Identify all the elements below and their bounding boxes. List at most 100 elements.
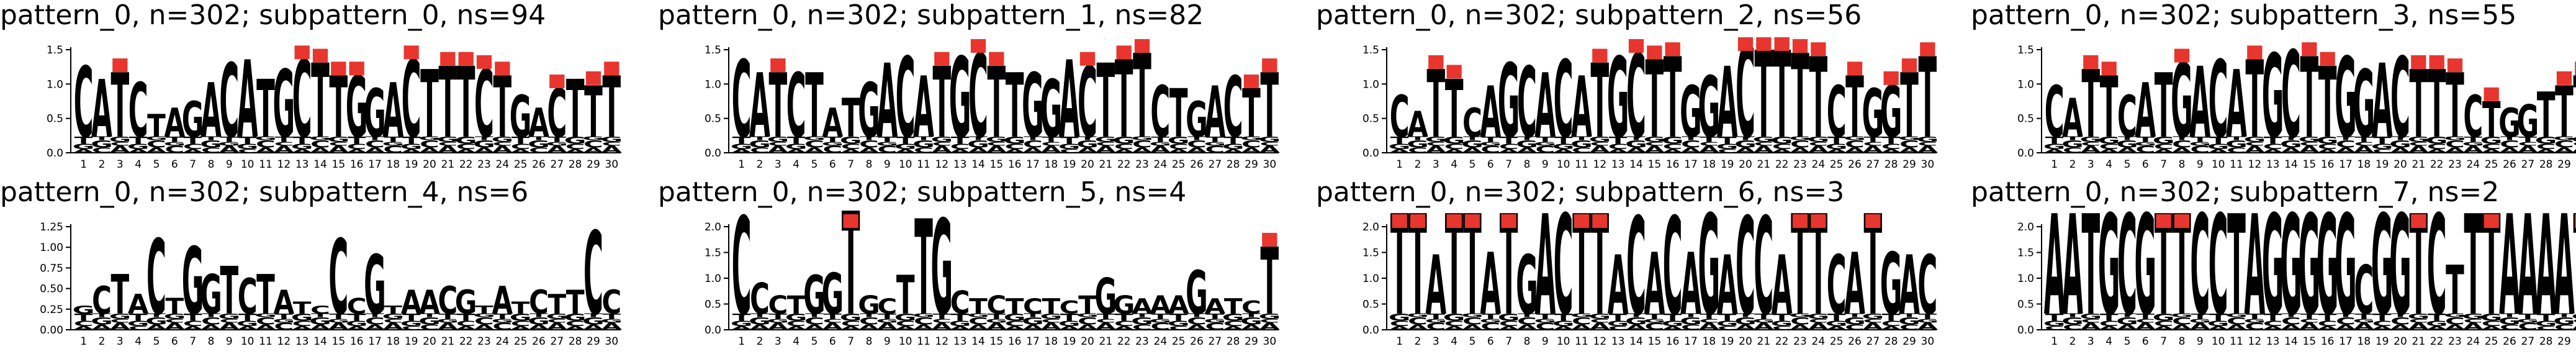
x-tick-label: 8 <box>1524 335 1531 348</box>
logo-letter-C: C <box>2227 146 2246 155</box>
x-tick-label: 15 <box>990 335 1004 348</box>
logo-letter-A: A <box>1516 323 1538 332</box>
logo-letter-T: T <box>2391 136 2410 142</box>
x-tick-label: 29 <box>587 158 600 171</box>
logo-letter-G: G <box>1204 318 1226 324</box>
logo-letter-T: T <box>2482 186 2501 346</box>
logo-letter-G: G <box>2243 135 2266 143</box>
logo-letter-A: A <box>2153 325 2175 331</box>
logo-letter-C: C <box>1881 319 1901 328</box>
x-tick-label: 27 <box>2521 335 2535 348</box>
logo-letter-G: G <box>949 319 971 328</box>
logo-letter-A: A <box>931 143 953 155</box>
x-tick-label: 13 <box>953 158 967 171</box>
logo-letter-T: T <box>987 312 1006 320</box>
logo-letter-C: C <box>583 138 603 150</box>
x-tick-label: 28 <box>1885 335 1898 348</box>
logo-letter-C: C <box>1554 39 1574 162</box>
logo-letter-C: C <box>859 138 879 150</box>
logo-letter-A: A <box>146 323 167 332</box>
logo-letter-G: G <box>912 313 935 319</box>
position-marker <box>549 75 565 89</box>
logo-letter-C: C <box>2354 141 2374 147</box>
logo-letter-G: G <box>1222 142 1245 151</box>
logo-letter-T: T <box>2155 186 2173 346</box>
x-tick-label: 27 <box>551 335 564 348</box>
logo-letter-C: C <box>110 141 130 147</box>
logo-letter-G: G <box>1826 319 1848 328</box>
logo-letter-T: T <box>1736 136 1755 142</box>
x-tick-label: 28 <box>1227 335 1240 348</box>
x-tick-label: 22 <box>2430 158 2444 171</box>
logo-letter-T: T <box>1151 135 1169 143</box>
logo-letter-C: C <box>732 39 752 162</box>
logo-letter-G: G <box>821 261 844 327</box>
logo-letter-A: A <box>2444 146 2466 155</box>
logo-letter-A: A <box>1881 325 1903 331</box>
logo-letter-T: T <box>1042 135 1060 143</box>
logo-letter-G: G <box>145 315 168 327</box>
logo-letter-A: A <box>1186 323 1207 332</box>
logo-letter-T: T <box>529 313 549 319</box>
logo-letter-G: G <box>1898 136 1921 142</box>
logo-letter-T: T <box>256 63 275 156</box>
y-tick-label: 0.0 <box>47 147 63 160</box>
logo-letter-C: C <box>877 294 897 319</box>
logo-letter-A: A <box>1717 47 1738 160</box>
y-tick-label: 1.00 <box>40 242 63 254</box>
logo-panel: pattern_0, n=302; subpattern_0, ns=94 0.0… <box>0 0 627 174</box>
logo-letter-T: T <box>2318 312 2338 323</box>
logo-letter-G: G <box>1662 135 1684 146</box>
logo-letter-G: G <box>528 315 550 327</box>
logo-letter-C: C <box>1772 142 1792 151</box>
logo-letter-C: C <box>2482 319 2502 328</box>
logo-letter-T: T <box>202 313 221 319</box>
logo-letter-G: G <box>1443 312 1466 323</box>
x-tick-label: 4 <box>2105 335 2112 348</box>
logo-letter-G: G <box>109 312 131 320</box>
logo-letter-T: T <box>2173 186 2191 346</box>
logo-letter-G: G <box>2535 319 2557 328</box>
logo-letter-C: C <box>1060 148 1079 154</box>
logo-letter-G: G <box>1752 318 1775 324</box>
logo-letter-G: G <box>2116 138 2138 150</box>
logo-letter-T: T <box>129 135 148 146</box>
x-tick-label: 23 <box>477 158 491 171</box>
logo-letter-G: G <box>930 193 953 345</box>
panel-title: pattern_0, n=302; subpattern_6, ns=3 <box>1316 176 1845 208</box>
logo-letter-A: A <box>2299 320 2320 332</box>
logo-letter-G: G <box>73 142 95 151</box>
logo-letter-C: C <box>1480 320 1500 332</box>
logo-letter-T: T <box>457 312 476 323</box>
logo-letter-C: C <box>146 217 166 338</box>
logo-letter-T: T <box>74 312 94 323</box>
logo-letter-A: A <box>1425 238 1446 333</box>
logo-letter-C: C <box>1863 141 1883 147</box>
logo-letter-C: C <box>804 138 824 150</box>
logo-letter-C: C <box>347 294 367 319</box>
logo-letter-C: C <box>1426 320 1446 332</box>
logo-letter-T: T <box>384 135 402 143</box>
logo-letter-G: G <box>2371 142 2394 151</box>
logo-letter-C: C <box>74 319 94 328</box>
logo-letter-T: T <box>602 312 621 320</box>
logo-letter-A: A <box>1698 143 1720 155</box>
logo-letter-C: C <box>1590 318 1610 324</box>
x-tick-label: 12 <box>935 335 949 348</box>
logo-letter-A: A <box>1241 323 1262 332</box>
x-tick-label: 9 <box>1542 335 1549 348</box>
logo-letter-A: A <box>1095 143 1117 155</box>
x-tick-label: 12 <box>935 158 949 171</box>
x-tick-label: 1 <box>1396 335 1403 348</box>
logo-letter-G: G <box>894 312 917 323</box>
logo-letter-C: C <box>2408 318 2428 324</box>
logo-letter-G: G <box>2389 138 2412 150</box>
logo-letter-G: G <box>1040 312 1062 320</box>
y-tick-label: 1.0 <box>47 78 63 91</box>
x-tick-label: 7 <box>2160 335 2167 348</box>
position-marker <box>770 58 786 73</box>
x-tick-label: 8 <box>208 158 215 171</box>
x-tick-label: 11 <box>917 158 930 171</box>
logo-letter-A: A <box>1223 325 1245 331</box>
